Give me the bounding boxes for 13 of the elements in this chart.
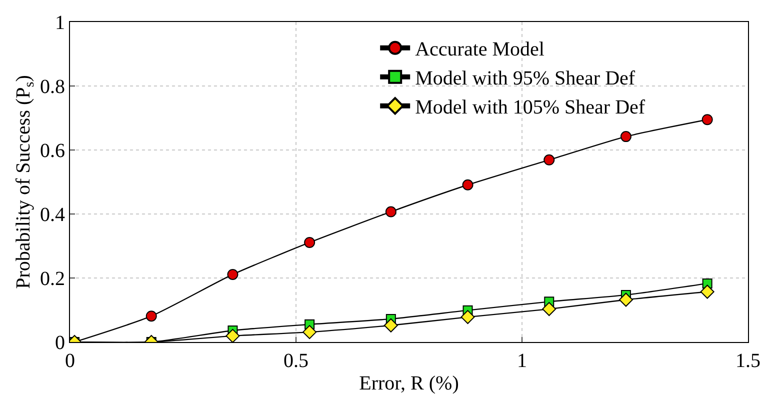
legend-label: Model with 105% Shear Def [415,96,646,119]
legend-label: Model with 95% Shear Def [415,68,636,90]
y-tick-label: 1 [55,12,65,34]
y-tick-label: 0.6 [40,140,65,162]
y-tick-label: 0.8 [40,76,65,98]
x-axis-title: Error, R (%) [359,372,459,394]
x-tick-label: 0.5 [284,350,308,372]
x-tick-label: 1 [517,350,527,372]
y-tick-label: 0.2 [40,268,65,290]
legend-label: Accurate Model [415,38,545,61]
x-tick-label: 1.5 [736,350,760,372]
y-tick-label: 0 [55,332,65,354]
y-tick-label: 0.4 [40,204,65,226]
